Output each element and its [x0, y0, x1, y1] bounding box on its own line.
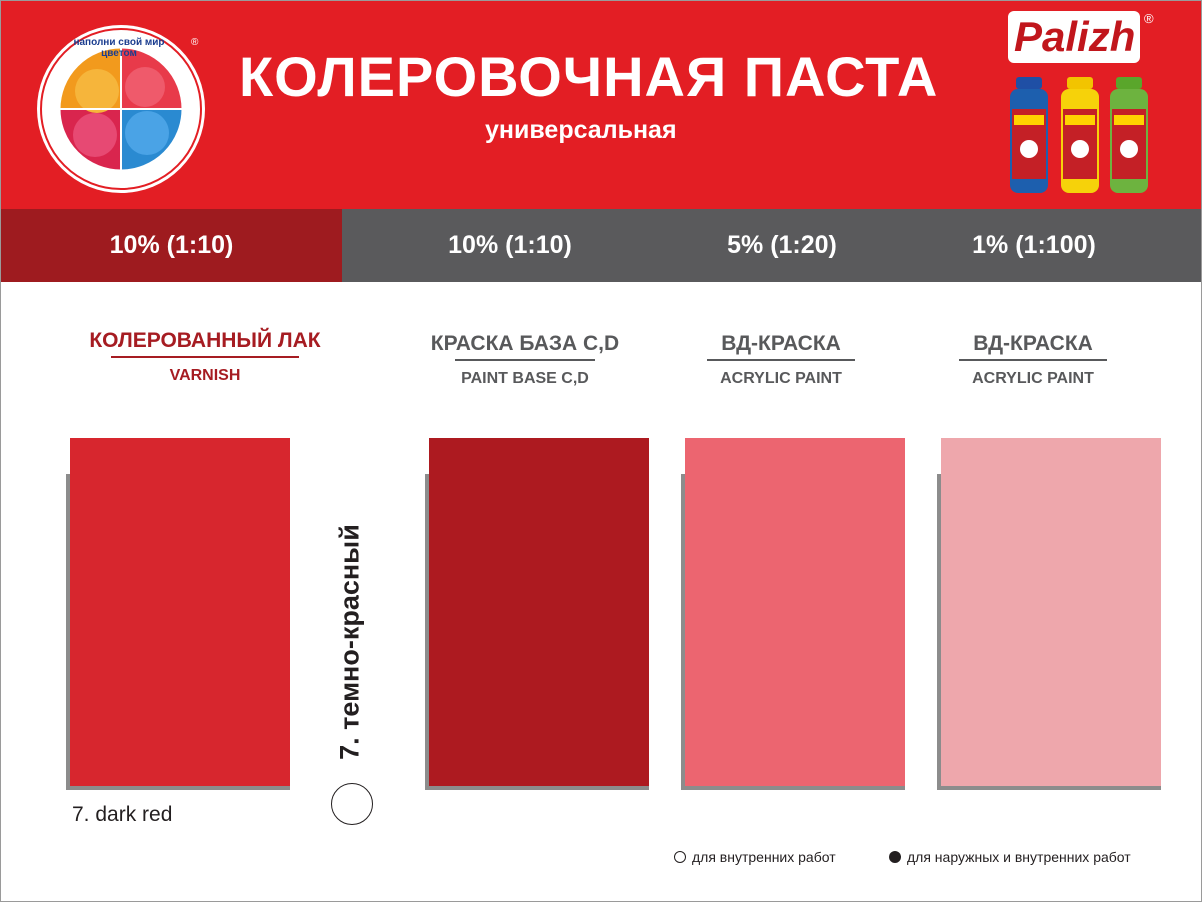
swatch-acrylic-5	[681, 438, 909, 792]
ratio-label: 1% (1:100)	[972, 231, 1096, 259]
column-underline	[959, 359, 1107, 361]
ratio-cell-varnish: 10% (1:10)	[1, 209, 342, 282]
column-title: ВД-КРАСКА	[721, 332, 841, 355]
legend-exterior-interior: для наружных и внутренних работ	[889, 849, 1131, 865]
filled-circle-icon	[889, 851, 901, 863]
swatch-color	[685, 438, 905, 786]
ratio-cell-paint-base: 10% (1:10)	[342, 209, 678, 282]
legend-interior-label: для внутренних работ	[692, 849, 836, 865]
open-circle-icon	[674, 851, 686, 863]
color-name-ru-vertical: 7. темно-красный	[330, 512, 370, 772]
logo-slogan: наполни свой мир цветом	[73, 37, 165, 59]
swatch-color	[429, 438, 649, 786]
column-title: КОЛЕРОВАННЫЙ ЛАК	[89, 329, 321, 352]
column-heading-paint-base: КРАСКА БАЗА C,D PAINT BASE C,D	[405, 331, 645, 389]
swatch-acrylic-1	[937, 438, 1165, 792]
ratio-bar: 10% (1:10) 10% (1:10) 5% (1:20) 1% (1:10…	[1, 209, 1201, 282]
column-subtitle: VARNISH	[169, 367, 241, 384]
column-subtitle: PAINT BASE C,D	[461, 370, 589, 387]
header-banner: наполни свой мир цветом ® КОЛЕРОВОЧНАЯ П…	[1, 1, 1201, 209]
ratio-label: 10% (1:10)	[109, 231, 234, 259]
column-heading-acrylic-5: ВД-КРАСКА ACRYLIC PAINT	[686, 331, 876, 389]
color-name-en: 7. dark red	[72, 803, 173, 826]
ratio-label: 10% (1:10)	[448, 231, 572, 259]
column-underline	[707, 359, 855, 361]
column-heading-acrylic-1: ВД-КРАСКА ACRYLIC PAINT	[938, 331, 1128, 389]
page-subtitle: универсальная	[485, 116, 677, 144]
ratio-label: 5% (1:20)	[727, 231, 837, 259]
column-underline	[111, 356, 299, 358]
legend-interior: для внутренних работ	[674, 849, 836, 865]
column-heading-varnish: КОЛЕРОВАННЫЙ ЛАК VARNISH	[60, 328, 350, 386]
ratio-cell-acrylic-1: 1% (1:100)	[886, 209, 1182, 282]
brand-label-bg	[1008, 11, 1140, 63]
interior-use-marker-icon	[331, 783, 373, 825]
swatch-paint-base	[425, 438, 653, 792]
color-name-ru: 7. темно-красный	[334, 524, 365, 760]
brand-registered-mark: ®	[1144, 11, 1154, 26]
column-subtitle: ACRYLIC PAINT	[720, 370, 842, 387]
swatch-color	[941, 438, 1161, 786]
page-title: КОЛЕРОВОЧНАЯ ПАСТА	[239, 45, 939, 108]
brand-name-block: Palizh ®	[1008, 11, 1158, 71]
column-subtitle: ACRYLIC PAINT	[972, 370, 1094, 387]
swatch-color	[70, 438, 290, 786]
column-title: КРАСКА БАЗА C,D	[430, 332, 620, 355]
logo-registered-mark: ®	[191, 37, 199, 48]
column-title: ВД-КРАСКА	[973, 332, 1093, 355]
brand-name: Palizh	[1014, 13, 1136, 60]
legend-exterior-interior-label: для наружных и внутренних работ	[907, 849, 1131, 865]
column-underline	[455, 359, 595, 361]
product-bottles-icon	[1010, 77, 1148, 193]
ratio-cell-acrylic-5: 5% (1:20)	[678, 209, 886, 282]
brand-logo-apples-icon	[37, 25, 205, 193]
swatch-varnish	[66, 438, 294, 792]
